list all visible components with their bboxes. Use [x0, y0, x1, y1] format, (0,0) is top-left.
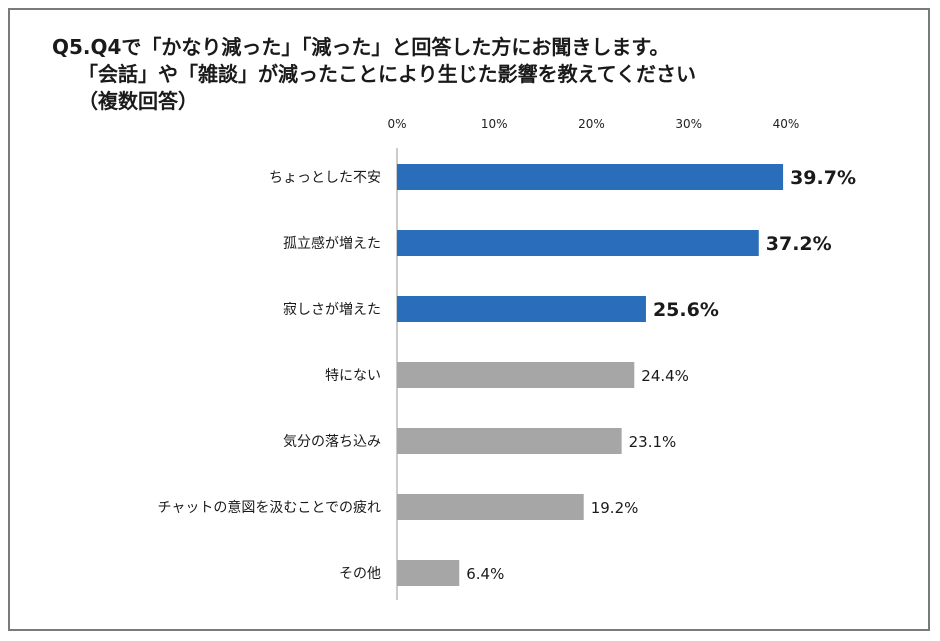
category-label: 特にない — [325, 368, 381, 384]
x-tick-label: 10% — [481, 117, 508, 131]
value-label: 39.7% — [790, 167, 856, 189]
category-label: 寂しさが増えた — [283, 302, 381, 318]
value-label: 19.2% — [591, 499, 639, 517]
bar — [397, 428, 622, 454]
value-label: 37.2% — [766, 233, 832, 255]
bar — [397, 164, 784, 190]
x-tick-label: 40% — [773, 117, 800, 131]
title-note: （複数回答） — [78, 89, 198, 113]
chart-title: Q5.Q4で「かなり減った」「減った」と回答した方にお聞きします。 「会話」や「… — [52, 34, 696, 115]
bar — [397, 560, 460, 586]
category-label: その他 — [339, 566, 381, 582]
value-label: 6.4% — [466, 565, 504, 583]
bar — [397, 494, 584, 520]
title-line-2: 「会話」や「雑談」が減ったことにより生じた影響を教えてください — [78, 62, 696, 86]
value-label: 23.1% — [629, 433, 677, 451]
x-tick-label: 30% — [675, 117, 702, 131]
bar — [397, 296, 646, 322]
category-label: 気分の落ち込み — [283, 434, 381, 450]
x-tick-label: 0% — [387, 117, 406, 131]
category-label: ちょっとした不安 — [269, 170, 381, 186]
title-line-1: Q5.Q4で「かなり減った」「減った」と回答した方にお聞きします。 — [52, 35, 670, 59]
value-label: 24.4% — [641, 367, 689, 385]
x-tick-label: 20% — [578, 117, 605, 131]
bar — [397, 362, 635, 388]
category-label: 孤立感が増えた — [283, 235, 381, 252]
value-label: 25.6% — [653, 299, 719, 321]
category-label: チャットの意図を汲むことでの疲れ — [158, 499, 381, 516]
bar — [397, 230, 759, 256]
